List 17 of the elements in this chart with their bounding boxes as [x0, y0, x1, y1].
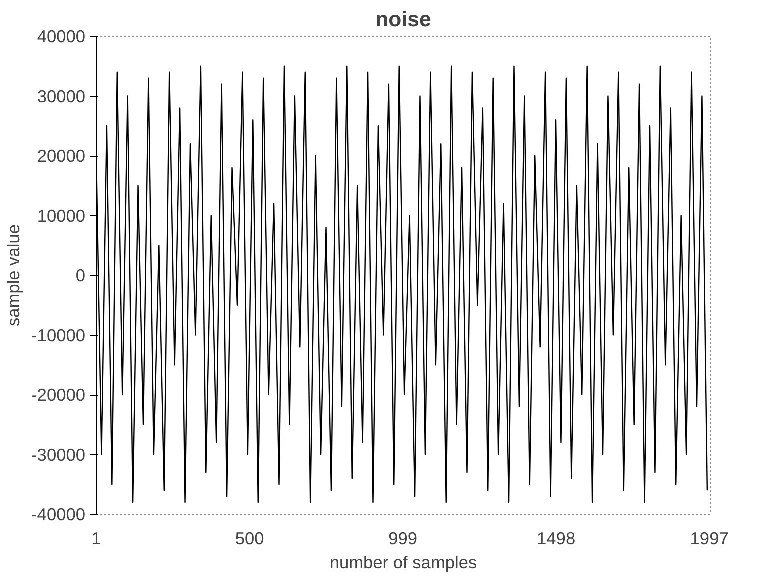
y-tick-label: -40000 [32, 504, 86, 524]
y-tick-label: -10000 [32, 325, 86, 346]
x-tick-label: 999 [388, 528, 418, 548]
y-axis-title: sample value [4, 224, 24, 327]
x-tick-label: 1997 [690, 528, 729, 548]
y-tick-label: 0 [76, 266, 86, 286]
y-tick-label: 40000 [37, 26, 86, 46]
chart-title: noise [376, 8, 432, 32]
y-tick-label: 30000 [37, 86, 86, 106]
x-tick-label: 500 [235, 528, 264, 548]
y-tick-label: 20000 [37, 146, 86, 166]
y-tick-label: 10000 [37, 206, 86, 226]
x-axis-title: number of samples [330, 552, 478, 572]
x-tick-label: 1498 [537, 528, 576, 548]
x-tick-label: 1 [92, 528, 102, 548]
y-tick-label: -20000 [32, 385, 86, 405]
y-tick-label: -30000 [32, 444, 86, 465]
